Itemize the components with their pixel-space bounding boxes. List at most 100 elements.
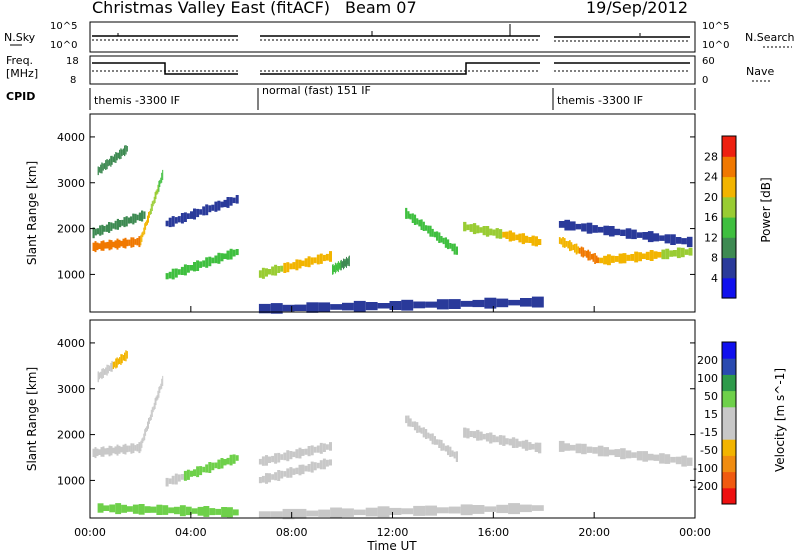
data-cell [283, 471, 287, 477]
y-tick-label: 2000 [57, 223, 85, 236]
data-cell [413, 301, 426, 309]
data-cell [171, 475, 175, 485]
data-cell [558, 221, 565, 228]
data-cell [114, 240, 117, 249]
data-cell [140, 440, 142, 452]
data-cell [657, 251, 662, 258]
data-cell [319, 442, 323, 454]
data-cell [98, 167, 101, 173]
data-cell [103, 369, 106, 375]
data-cell [209, 508, 216, 516]
data-cell [614, 256, 619, 262]
nsky-spikes [117, 24, 641, 36]
data-cell [152, 406, 154, 413]
data-cell [634, 251, 639, 263]
data-cell [620, 229, 626, 236]
power-data [92, 145, 693, 314]
data-cell [316, 254, 320, 265]
data-cell [283, 262, 287, 273]
data-cell [436, 299, 449, 310]
data-cell [208, 256, 212, 267]
data-cell [280, 265, 284, 272]
data-cell [138, 236, 141, 248]
data-cell [116, 218, 119, 230]
data-cell [401, 299, 414, 311]
data-cell [518, 441, 522, 447]
data-cell [337, 262, 339, 272]
data-cell [420, 219, 423, 230]
data-cell [138, 212, 141, 221]
data-cell [425, 429, 428, 439]
data-cell [433, 436, 436, 445]
data-cell [347, 258, 349, 265]
data-cell [329, 459, 332, 466]
data-cell [190, 470, 193, 477]
cpid-panel: CPID themis -3300 IF normal (fast) 151 I… [6, 84, 696, 110]
data-cell [108, 239, 111, 251]
data-cell [289, 467, 293, 478]
data-cell [295, 259, 299, 271]
data-cell [265, 455, 268, 466]
data-cell [145, 221, 147, 230]
data-cell [271, 455, 275, 463]
data-cell [479, 431, 483, 441]
data-cell [636, 232, 643, 238]
x-tick-label: 08:00 [276, 526, 308, 539]
data-cell [99, 225, 102, 236]
data-cell [122, 148, 125, 155]
data-cell [156, 189, 158, 195]
colorbar-segment [722, 406, 736, 424]
data-cell [97, 503, 104, 513]
data-cell [286, 450, 290, 462]
data-cell [102, 446, 105, 457]
data-cell [669, 250, 674, 257]
data-cell [112, 223, 115, 229]
data-cell [407, 415, 410, 427]
data-cell [159, 179, 161, 187]
data-cell [265, 473, 268, 484]
data-cell [100, 447, 103, 457]
data-cell [455, 451, 458, 462]
data-cell [310, 257, 314, 265]
data-cell [119, 149, 121, 160]
data-cell [168, 271, 172, 279]
data-cell [589, 251, 591, 261]
data-cell [110, 155, 112, 167]
data-cell [292, 468, 296, 475]
data-cell [436, 507, 449, 514]
colorbar-tick-label: 8 [711, 252, 718, 265]
data-cell [134, 213, 137, 223]
data-cell [149, 208, 151, 215]
data-cell [332, 264, 334, 275]
data-cell [185, 506, 192, 516]
colorbar-tick-label: 50 [704, 390, 718, 403]
data-cell [466, 428, 470, 439]
data-cell [220, 253, 224, 262]
data-cell [413, 421, 417, 431]
y-tick-label: 3000 [57, 383, 85, 396]
colorbar-segment [722, 423, 736, 440]
data-cell [580, 246, 583, 257]
data-cell [675, 456, 682, 465]
data-cell [104, 448, 107, 455]
data-cell [156, 504, 163, 515]
data-cell [155, 396, 157, 406]
data-cell [636, 451, 643, 461]
data-cell [607, 254, 611, 266]
data-cell [286, 262, 290, 273]
data-cell [294, 508, 307, 519]
data-cell [152, 200, 154, 207]
data-cell [292, 451, 296, 458]
data-cell [261, 456, 265, 466]
data-cell [476, 429, 480, 441]
data-cell [108, 365, 111, 371]
data-cell [174, 268, 178, 278]
data-cell [570, 242, 573, 251]
data-cell [102, 368, 104, 378]
data-cell [565, 241, 568, 247]
data-cell [599, 257, 604, 264]
data-cell [128, 239, 131, 246]
data-cell [283, 452, 287, 461]
data-cell [340, 260, 342, 271]
data-cell [592, 253, 595, 262]
